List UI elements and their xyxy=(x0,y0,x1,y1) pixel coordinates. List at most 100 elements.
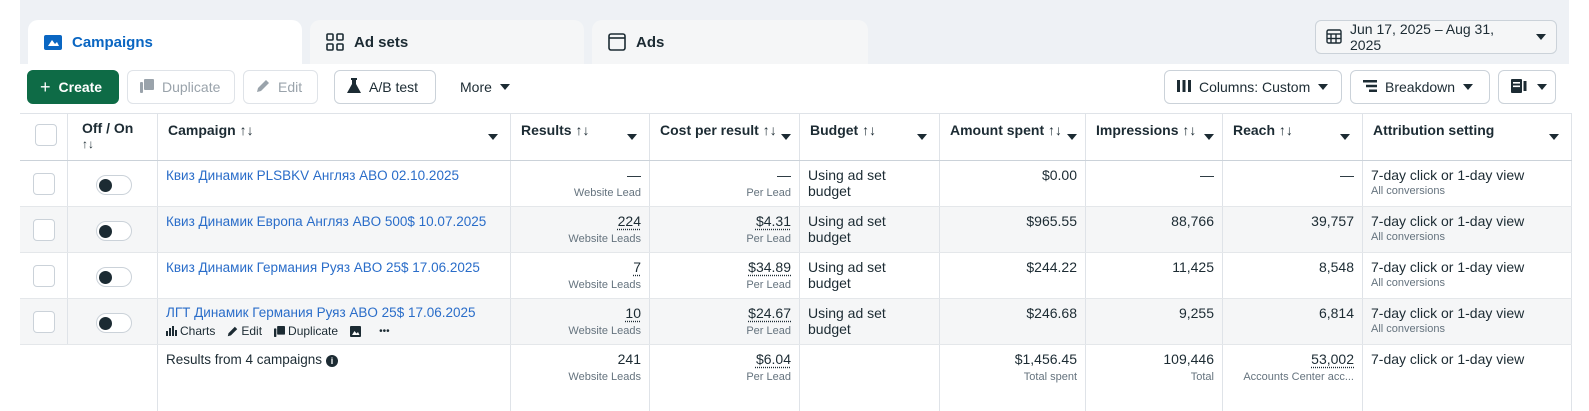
more-actions-icon[interactable]: ••• xyxy=(379,326,390,337)
breakdown-button[interactable]: Breakdown xyxy=(1350,70,1490,104)
summary-spent-cell: $1,456.45 Total spent xyxy=(940,345,1086,411)
attribution-cell: 7-day click or 1-day view All conversions xyxy=(1363,207,1572,253)
image-preview-icon xyxy=(350,326,361,337)
duplicate-action[interactable]: Duplicate xyxy=(274,324,338,338)
ab-test-button[interactable]: A/B test xyxy=(334,70,436,104)
column-header-attribution[interactable]: Attribution setting xyxy=(1363,114,1572,161)
column-label: Attribution setting xyxy=(1373,122,1494,138)
column-header-campaign[interactable]: Campaign ↑↓ xyxy=(158,114,511,161)
cost-label: Per Lead xyxy=(658,279,791,292)
column-header-reach[interactable]: Reach ↑↓ xyxy=(1223,114,1363,161)
campaign-toggle[interactable] xyxy=(96,221,132,241)
toggle-cell xyxy=(68,207,158,253)
columns-icon xyxy=(1177,79,1191,95)
toggle-knob xyxy=(99,317,112,330)
top-strip xyxy=(20,0,1569,12)
column-header-results[interactable]: Results ↑↓ xyxy=(511,114,650,161)
columns-button[interactable]: Columns: Custom xyxy=(1164,70,1342,104)
summary-reach-cell: 53,002 Accounts Center acc... xyxy=(1223,345,1363,411)
cost-value: — xyxy=(658,167,791,183)
campaign-name-link[interactable]: Квиз Динамик Германия Руяз ABO 25$ 17.06… xyxy=(166,260,480,275)
reports-button[interactable] xyxy=(1498,70,1556,104)
column-header-amount-spent[interactable]: Amount spent ↑↓ xyxy=(940,114,1086,161)
spent-value: $244.22 xyxy=(1026,259,1077,275)
summary-reach-value[interactable]: 53,002 xyxy=(1231,351,1354,367)
impressions-cell: 88,766 xyxy=(1086,207,1223,253)
campaign-name-link[interactable]: Квиз Динамик PLSBKV Англяз ABO 02.10.202… xyxy=(166,168,459,183)
row-checkbox[interactable] xyxy=(33,265,55,287)
duplicate-button[interactable]: Duplicate xyxy=(127,70,235,104)
chevron-down-icon[interactable] xyxy=(781,134,791,140)
campaign-name-cell: Квиз Динамик Европа Англяз ABO 500$ 10.0… xyxy=(158,207,511,253)
chevron-down-icon[interactable] xyxy=(917,134,927,140)
results-cell: — Website Lead xyxy=(511,161,650,207)
chevron-down-icon[interactable] xyxy=(1340,134,1350,140)
table-row[interactable]: Квиз Динамик Европа Англяз ABO 500$ 10.0… xyxy=(20,207,1572,253)
row-checkbox[interactable] xyxy=(33,173,55,195)
summary-impressions-value: 109,446 xyxy=(1094,351,1214,367)
attribution-label: All conversions xyxy=(1371,231,1563,244)
cost-value[interactable]: $4.31 xyxy=(658,213,791,229)
tab-ad-sets[interactable]: Ad sets xyxy=(310,20,584,64)
create-button[interactable]: + Create xyxy=(27,70,119,104)
campaign-name-link[interactable]: ЛГТ Динамик Германия Руяз ABO 25$ 17.06.… xyxy=(166,305,502,320)
column-header-cost-per-result[interactable]: Cost per result ↑↓ xyxy=(650,114,800,161)
campaign-toggle[interactable] xyxy=(96,267,132,287)
table-row[interactable]: Квиз Динамик PLSBKV Англяз ABO 02.10.202… xyxy=(20,161,1572,207)
column-header-budget[interactable]: Budget ↑↓ xyxy=(800,114,940,161)
chevron-down-icon[interactable] xyxy=(1204,134,1214,140)
edit-action[interactable]: Edit xyxy=(227,324,262,338)
row-checkbox[interactable] xyxy=(33,219,55,241)
chevron-down-icon[interactable] xyxy=(488,134,498,140)
charts-action[interactable]: Charts xyxy=(166,324,215,338)
attribution-cell: 7-day click or 1-day view All conversions xyxy=(1363,161,1572,207)
summary-cost-value[interactable]: $6.04 xyxy=(658,351,791,367)
tab-ads[interactable]: Ads xyxy=(592,20,868,64)
summary-label-cell: Results from 4 campaigns i xyxy=(158,345,511,411)
cost-label: Per Lead xyxy=(658,233,791,246)
attribution-label: All conversions xyxy=(1371,277,1563,290)
results-value[interactable]: 10 xyxy=(519,305,641,321)
cost-value[interactable]: $34.89 xyxy=(658,259,791,275)
chevron-down-icon[interactable] xyxy=(627,134,637,140)
reach-value: 39,757 xyxy=(1311,213,1354,229)
summary-row: Results from 4 campaigns i 241 Website Le… xyxy=(20,345,1572,411)
results-value[interactable]: 224 xyxy=(519,213,641,229)
date-range-label: Jun 17, 2025 – Aug 31, 2025 xyxy=(1350,21,1524,53)
summary-reach-label: Accounts Center acc... xyxy=(1231,371,1354,384)
spent-cell: $965.55 xyxy=(940,207,1086,253)
chevron-down-icon[interactable] xyxy=(1549,134,1559,140)
table-row[interactable]: Квиз Динамик Германия Руяз ABO 25$ 17.06… xyxy=(20,253,1572,299)
summary-empty-cell xyxy=(20,345,68,411)
spent-cell: $246.68 xyxy=(940,299,1086,345)
cost-value[interactable]: $24.67 xyxy=(658,305,791,321)
campaign-toggle[interactable] xyxy=(96,175,132,195)
select-all-header xyxy=(20,114,68,161)
column-header-off-on[interactable]: Off / On ↑↓ xyxy=(68,114,158,161)
impressions-cell: 11,425 xyxy=(1086,253,1223,299)
campaign-name-link[interactable]: Квиз Динамик Европа Англяз ABO 500$ 10.0… xyxy=(166,214,486,229)
chevron-down-icon[interactable] xyxy=(1067,134,1077,140)
campaign-toggle[interactable] xyxy=(96,313,132,333)
edit-label: Edit xyxy=(278,79,302,95)
create-label: Create xyxy=(59,79,103,95)
table-row[interactable]: ЛГТ Динамик Германия Руяз ABO 25$ 17.06.… xyxy=(20,299,1572,345)
column-header-impressions[interactable]: Impressions ↑↓ xyxy=(1086,114,1223,161)
tab-campaigns[interactable]: Campaigns xyxy=(28,20,302,64)
column-label: Off / On xyxy=(82,120,147,136)
attribution-label: All conversions xyxy=(1371,185,1563,198)
preview-action[interactable] xyxy=(350,326,361,337)
results-label: Website Leads xyxy=(519,279,641,292)
results-value[interactable]: 7 xyxy=(519,259,641,275)
select-all-checkbox[interactable] xyxy=(35,124,57,146)
info-icon[interactable]: i xyxy=(326,355,338,367)
column-label: Budget ↑↓ xyxy=(810,122,876,138)
date-range-picker[interactable]: Jun 17, 2025 – Aug 31, 2025 xyxy=(1315,20,1557,54)
campaigns-table: Off / On ↑↓ Campaign ↑↓ Results ↑↓ Cost … xyxy=(20,113,1572,411)
row-checkbox[interactable] xyxy=(33,311,55,333)
impressions-value: — xyxy=(1200,167,1214,183)
more-button[interactable]: More xyxy=(448,70,528,104)
tab-label: Campaigns xyxy=(72,34,153,51)
attribution-value: 7-day click or 1-day view xyxy=(1371,259,1563,275)
edit-button[interactable]: Edit xyxy=(243,70,318,104)
